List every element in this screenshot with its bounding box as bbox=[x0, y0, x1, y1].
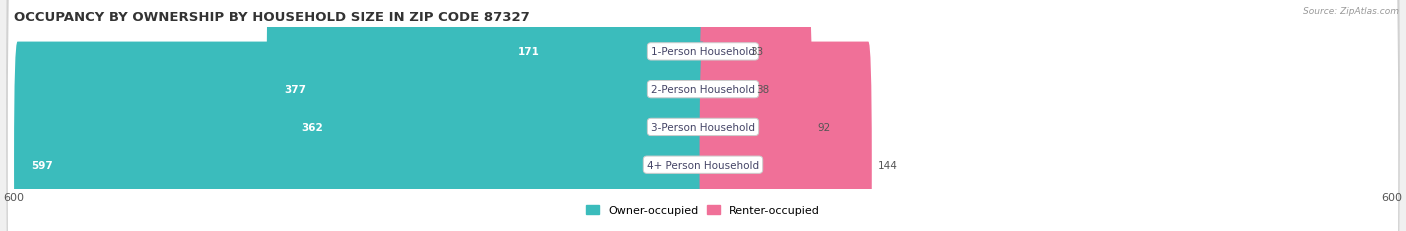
FancyBboxPatch shape bbox=[267, 0, 706, 212]
Text: 171: 171 bbox=[519, 47, 540, 57]
Text: 1-Person Household: 1-Person Household bbox=[651, 47, 755, 57]
Text: Source: ZipAtlas.com: Source: ZipAtlas.com bbox=[1303, 7, 1399, 16]
Text: 377: 377 bbox=[284, 85, 307, 95]
FancyBboxPatch shape bbox=[503, 0, 706, 175]
Legend: Owner-occupied, Renter-occupied: Owner-occupied, Renter-occupied bbox=[581, 200, 825, 219]
Text: 144: 144 bbox=[877, 160, 897, 170]
FancyBboxPatch shape bbox=[700, 5, 813, 231]
Text: 38: 38 bbox=[756, 85, 769, 95]
Text: 92: 92 bbox=[818, 122, 831, 132]
FancyBboxPatch shape bbox=[7, 0, 1399, 231]
FancyBboxPatch shape bbox=[14, 42, 706, 231]
Text: 2-Person Household: 2-Person Household bbox=[651, 85, 755, 95]
FancyBboxPatch shape bbox=[7, 0, 1399, 231]
FancyBboxPatch shape bbox=[284, 5, 706, 231]
Text: 597: 597 bbox=[31, 160, 53, 170]
FancyBboxPatch shape bbox=[7, 0, 1399, 231]
FancyBboxPatch shape bbox=[700, 0, 744, 175]
Text: 33: 33 bbox=[749, 47, 763, 57]
Text: 4+ Person Household: 4+ Person Household bbox=[647, 160, 759, 170]
FancyBboxPatch shape bbox=[700, 0, 749, 212]
FancyBboxPatch shape bbox=[7, 0, 1399, 231]
Text: OCCUPANCY BY OWNERSHIP BY HOUSEHOLD SIZE IN ZIP CODE 87327: OCCUPANCY BY OWNERSHIP BY HOUSEHOLD SIZE… bbox=[14, 11, 530, 24]
Text: 3-Person Household: 3-Person Household bbox=[651, 122, 755, 132]
FancyBboxPatch shape bbox=[700, 42, 872, 231]
Text: 362: 362 bbox=[301, 122, 323, 132]
